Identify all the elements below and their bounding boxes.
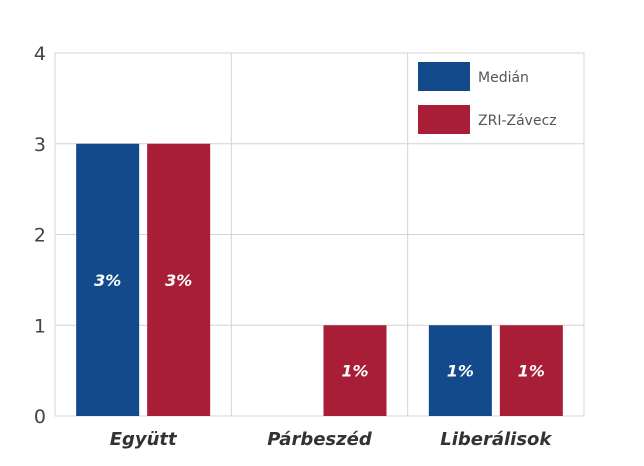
data-label: 1%	[518, 362, 545, 381]
data-label: 3%	[165, 271, 192, 290]
legend-label: Medián	[478, 70, 529, 86]
data-label: 1%	[341, 362, 368, 381]
data-label: 3%	[94, 271, 121, 290]
legend-label: ZRI-Závecz	[478, 113, 557, 129]
bar	[147, 143, 211, 416]
x-tick-label: Együtt	[110, 429, 178, 450]
x-tick-label: Liberálisok	[440, 429, 552, 450]
bar	[323, 325, 387, 416]
y-tick-label: 0	[34, 406, 46, 428]
legend-swatch	[418, 105, 470, 134]
y-tick-label: 4	[34, 43, 46, 65]
x-axis: Együtt Párbeszéd Liberálisok	[110, 429, 553, 450]
legend-swatch	[418, 62, 470, 91]
legend: Medián ZRI-Závecz	[418, 62, 557, 134]
y-tick-label: 2	[34, 225, 46, 247]
x-tick-label: Párbeszéd	[267, 429, 373, 450]
y-axis: 0 1 2 3 4	[34, 43, 46, 428]
y-tick-label: 3	[34, 134, 46, 156]
bar	[499, 325, 563, 416]
data-label: 1%	[447, 362, 474, 381]
bar	[76, 143, 140, 416]
bars: 3% 3% 1% 1% 1%	[76, 143, 563, 416]
y-tick-label: 1	[34, 315, 46, 337]
bar	[428, 325, 492, 416]
grid	[54, 52, 585, 417]
